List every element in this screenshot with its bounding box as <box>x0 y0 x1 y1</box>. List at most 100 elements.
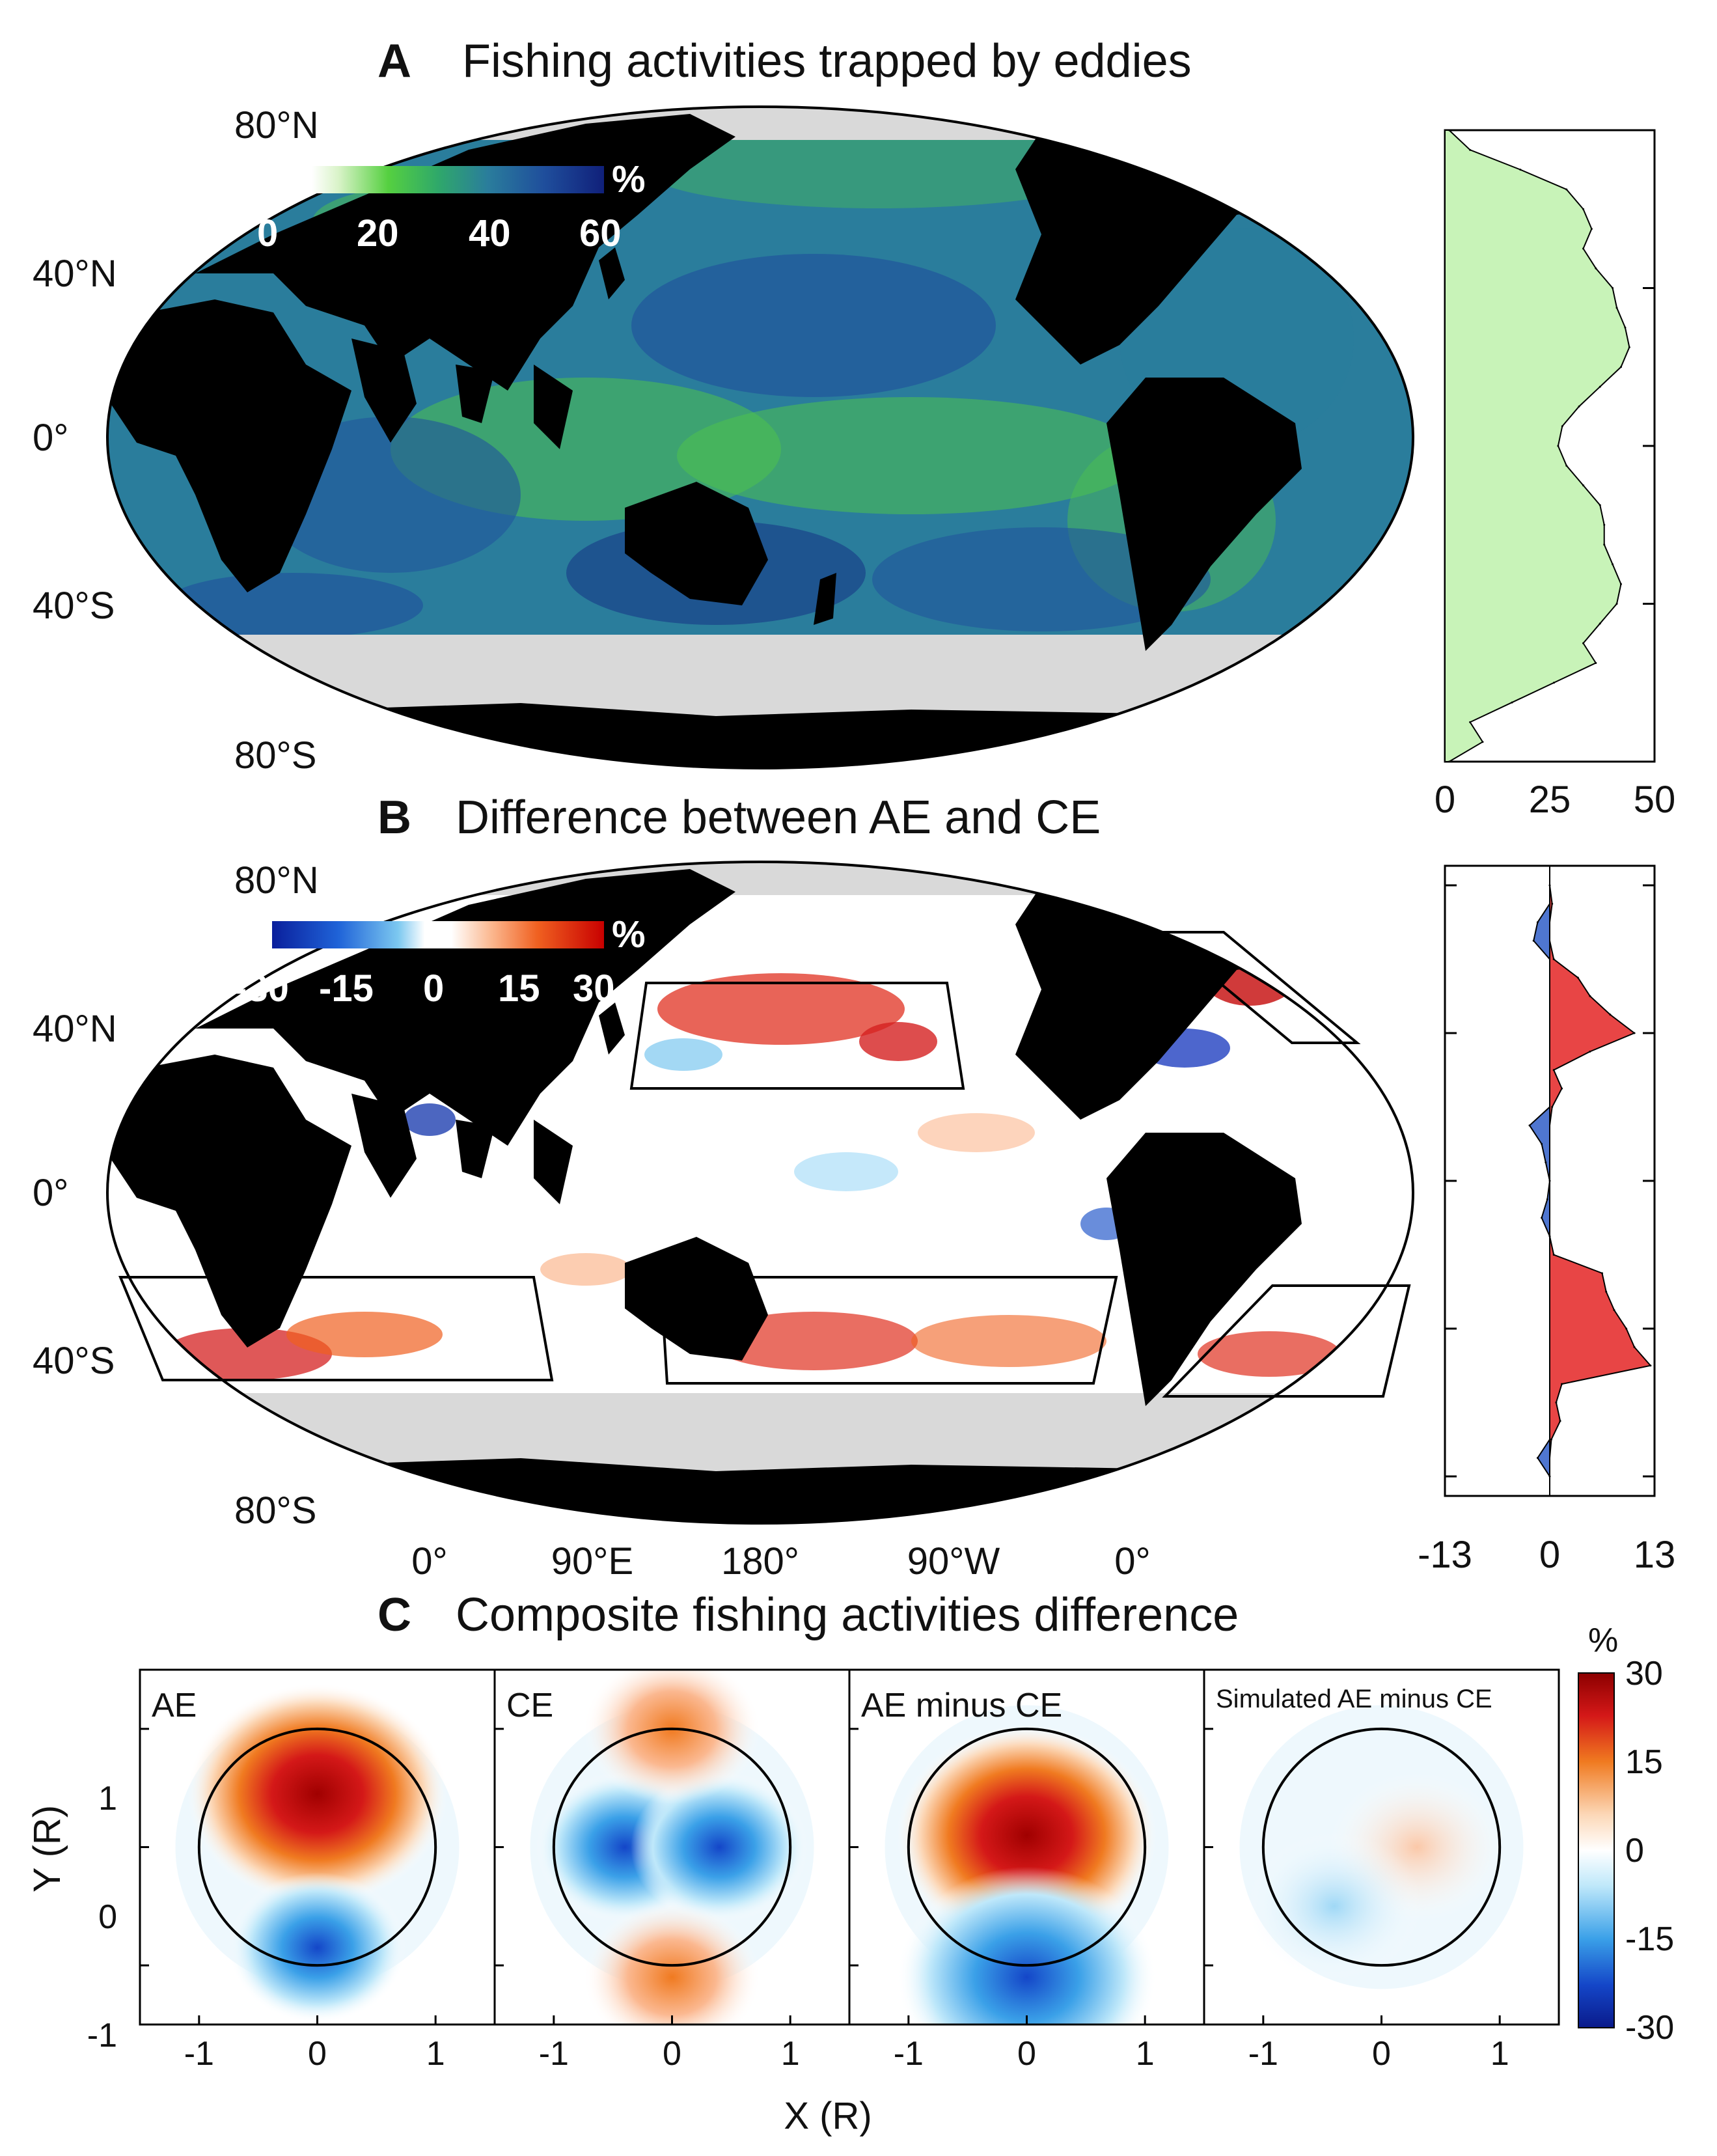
panel-c-ytick: 0 <box>98 1898 117 1936</box>
zonal-point <box>1561 425 1563 428</box>
composite-xtick-label: 0 <box>308 2035 327 2073</box>
zonal-point <box>1552 1069 1555 1071</box>
panel-c-ylabel: Y (R) <box>26 1805 68 1892</box>
zonal-point <box>1649 1364 1652 1367</box>
zonal-point <box>1546 1198 1548 1200</box>
panel-c-colorbar-tick: 0 <box>1625 1832 1644 1870</box>
panel-b-lat-40n: 40°N <box>33 1008 117 1050</box>
zonal-point <box>1633 1032 1636 1034</box>
region-box-south-atlantic <box>1162 1284 1411 1398</box>
panel-a-colorbar-tick: 20 <box>357 212 399 255</box>
panel-a-letter: A <box>378 35 411 87</box>
panel-b-map <box>107 862 1413 1523</box>
composite-panel: -1 0 1 AE minus CE <box>848 1668 1205 2073</box>
zonal-point <box>1545 1161 1547 1164</box>
composite-panel: -1 0 1 Simulated AE minus CE <box>1203 1668 1560 2073</box>
zonal-point <box>1561 1087 1563 1090</box>
panel-a-colorbar-tick: 40 <box>469 212 511 255</box>
panel-c-xlabel: X (R) <box>784 2095 872 2137</box>
region-boxes <box>118 931 1411 1398</box>
panel-b-zonal-xtick: 13 <box>1634 1534 1676 1576</box>
region-box-north-pacific <box>629 982 965 1090</box>
zonal-point <box>1551 902 1554 905</box>
zonal-point <box>1590 228 1593 230</box>
zonal-point <box>1582 247 1585 250</box>
panel-b-lat-80n: 80°N <box>234 859 319 902</box>
panel-a-colorbar-unit: % <box>612 158 646 200</box>
zonal-point <box>1605 1290 1608 1293</box>
zonal-point <box>1603 523 1606 526</box>
zonal-point <box>1625 1327 1628 1330</box>
panel-b-lat-40s: 40°S <box>33 1340 115 1382</box>
panel-b-zonal-xtick: 0 <box>1539 1534 1560 1576</box>
composite-xtick-label: 1 <box>1136 2035 1155 2073</box>
zonal-point <box>1612 563 1614 566</box>
panel-a-zonal-xtick: 25 <box>1529 779 1571 821</box>
zonal-point <box>1599 622 1601 625</box>
eddy-boundary-circle <box>197 1727 437 1967</box>
zonal-point <box>1532 939 1535 942</box>
composite-blob <box>1245 1831 1423 1982</box>
panel-b-colorbar-tick: 0 <box>423 967 444 1010</box>
panel-c-colorbar-tick: 30 <box>1625 1655 1663 1693</box>
zonal-point <box>1613 1309 1615 1312</box>
zonal-point <box>1552 682 1555 684</box>
composite-subpanel-label: AE <box>152 1687 197 1724</box>
panel-b-colorbar-ramp <box>272 921 604 948</box>
panel-b-lon-label: 90°E <box>551 1540 633 1582</box>
panel-b-title: Difference between AE and CE <box>456 792 1101 844</box>
panel-c: C Composite fishing activities differenc… <box>26 1589 1674 2137</box>
panel-a-lat-0: 0° <box>33 417 68 459</box>
zonal-point <box>1565 188 1568 191</box>
composite-subpanel-label: Simulated AE minus CE <box>1216 1685 1492 1713</box>
zonal-point <box>1548 884 1551 887</box>
panel-c-colorbar-ramp <box>1578 1672 1615 2028</box>
composite-panels: -1 0 1 AE -1 0 1 CE -1 0 1 AE minus CE -1 0 1 Simulated… <box>139 1668 1560 2073</box>
zonal-point <box>1536 1457 1539 1459</box>
zonal-point <box>1582 484 1585 487</box>
zonal-point <box>1469 721 1472 723</box>
zonal-point <box>1595 661 1597 664</box>
zonal-point <box>1601 1272 1603 1275</box>
zonal-point <box>1595 267 1597 270</box>
zonal-point <box>1557 445 1559 447</box>
zonal-point <box>1548 1180 1551 1182</box>
composite-blob <box>630 1771 808 1923</box>
panel-a-map-outline <box>106 105 1414 769</box>
zonal-point <box>1582 208 1585 210</box>
region-box-north-atlantic <box>1155 931 1361 1044</box>
panel-c-colorbar-unit: % <box>1588 1622 1618 1659</box>
composite-xtick-label: -1 <box>1248 2035 1278 2073</box>
eddy-boundary-circle <box>1261 1727 1502 1967</box>
zonal-point <box>1633 1346 1636 1348</box>
zonal-point <box>1615 603 1618 605</box>
eddy-boundary-circle <box>907 1727 1147 1967</box>
zonal-point <box>1615 307 1618 309</box>
composite-xtick-label: 1 <box>426 2035 445 2073</box>
zonal-point <box>1609 1014 1612 1016</box>
zonal-point <box>1589 1050 1591 1053</box>
zonal-point <box>1576 976 1579 979</box>
panel-c-title: Composite fishing activities difference <box>456 1589 1239 1641</box>
panel-b-zonal-plot: -13 0 13 <box>1418 864 1676 1576</box>
panel-b-lat-0: 0° <box>33 1172 68 1214</box>
panel-b-colorbar: % -30 -15 0 15 30 <box>234 913 646 1010</box>
panel-b-colorbar-tick: 30 <box>573 967 615 1010</box>
zonal-point <box>1559 1420 1561 1422</box>
zonal-point <box>1548 1475 1551 1478</box>
panel-b-lat-80s: 80°S <box>234 1489 316 1532</box>
composite-subpanel-label: CE <box>506 1687 553 1724</box>
composite-xtick-label: 0 <box>1372 2035 1391 2073</box>
zonal-point <box>1548 1235 1551 1237</box>
zonal-point <box>1612 287 1614 289</box>
zonal-point <box>1555 1402 1558 1403</box>
composite-panel: -1 0 1 CE <box>493 1668 851 2073</box>
zonal-point <box>1561 1383 1563 1385</box>
zonal-negative-area <box>1528 885 1551 1479</box>
panel-c-colorbar-tick: 15 <box>1625 1743 1663 1781</box>
composite-blob <box>583 1901 761 2025</box>
zonal-point <box>1551 1106 1554 1108</box>
panel-a-title: Fishing activities trapped by eddies <box>462 35 1192 87</box>
composite-xtick-label: 0 <box>663 2035 681 2073</box>
